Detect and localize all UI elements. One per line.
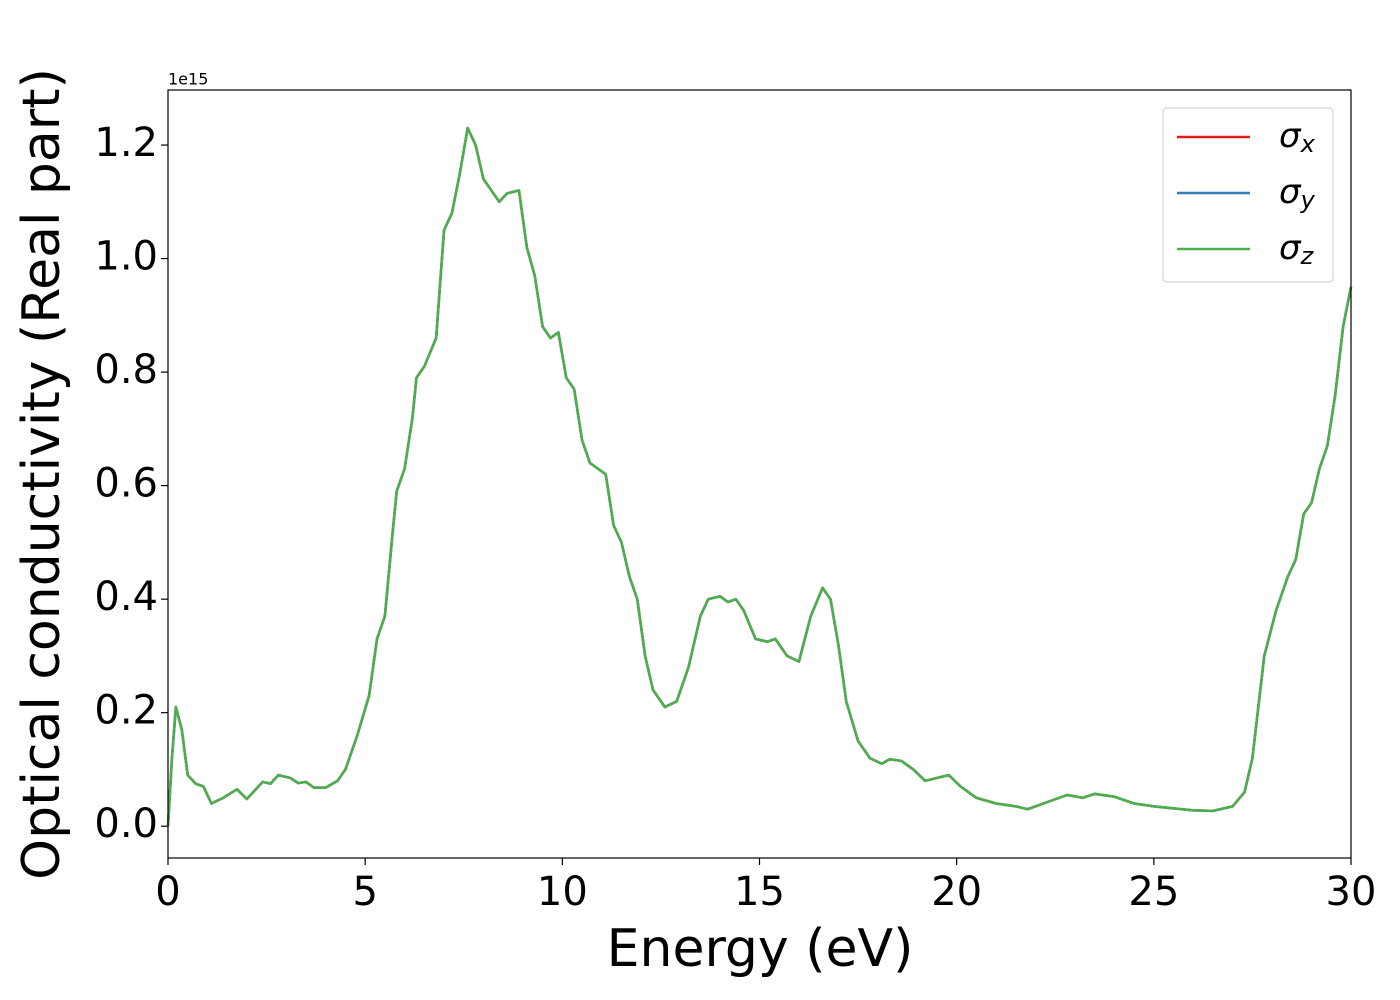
- y-tick-label: 0.6: [94, 461, 158, 507]
- plot-frame: [167, 89, 1352, 859]
- y-tick-label: 0.8: [94, 347, 158, 393]
- y-tick-label: 0.2: [94, 688, 158, 734]
- x-tick-label: 25: [1128, 869, 1179, 915]
- x-tick-label: 20: [931, 869, 982, 915]
- offset-text: 1e15: [168, 70, 208, 89]
- x-tick-label: 15: [734, 869, 785, 915]
- x-axis-label: Energy (eV): [607, 919, 914, 979]
- y-tick-label: 1.0: [94, 234, 158, 280]
- y-tick-label: 0.4: [94, 574, 158, 620]
- y-tick-label: 0.0: [94, 801, 158, 847]
- y-axis-label: Optical conductivity (Real part): [12, 68, 72, 880]
- y-tick-label: 1.2: [94, 120, 158, 166]
- x-tick-label: 30: [1326, 869, 1377, 915]
- legend-label: σy: [1279, 172, 1316, 215]
- series-line: [166, 126, 1353, 827]
- legend-box: [1162, 107, 1334, 283]
- x-tick-label: 0: [155, 869, 180, 915]
- legend-label: σz: [1279, 228, 1315, 271]
- legend: σx σy σz: [1162, 107, 1334, 283]
- x-tick-label: 10: [537, 869, 588, 915]
- legend-label: σx: [1279, 116, 1316, 159]
- x-tick-label: 5: [352, 869, 377, 915]
